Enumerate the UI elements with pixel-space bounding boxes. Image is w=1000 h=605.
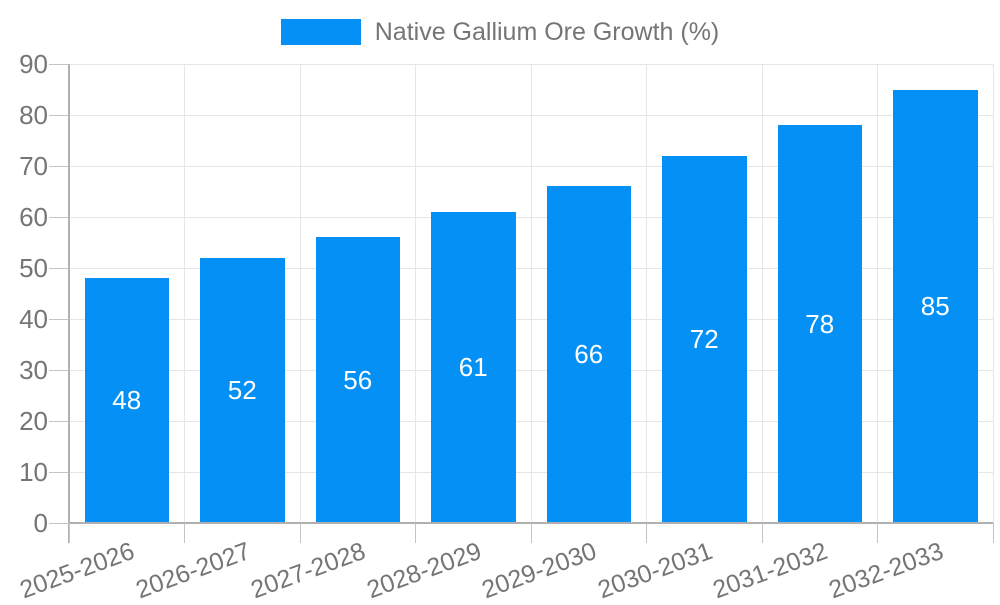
y-tick [49,216,69,218]
gridline-vertical [530,64,532,523]
x-tick-label: 2025-2026 [16,537,139,605]
y-tick-label: 30 [19,355,48,385]
bar[interactable]: 85 [893,89,978,523]
gridline-vertical [877,64,878,523]
y-tick-label: 80 [19,100,48,130]
x-tick-label: 2030-2031 [593,537,716,605]
bar[interactable]: 78 [777,125,862,523]
x-tick [877,523,878,543]
legend: Native Gallium Ore Growth (%) [0,19,1000,45]
y-tick-label: 0 [33,508,48,538]
bar-value-label: 48 [112,385,142,416]
y-tick [49,420,69,422]
x-tick [530,523,532,543]
gridline-vertical [992,64,994,523]
x-tick-label: 2028-2029 [362,537,485,605]
y-tick-label: 60 [19,202,48,232]
gridline-vertical [184,64,185,523]
x-tick [646,523,647,543]
y-tick-label: 90 [19,49,48,79]
y-tick [49,114,69,116]
bar-value-label: 52 [227,374,257,405]
y-tick [49,369,69,371]
y-tick-label: 70 [19,151,48,181]
y-tick [49,522,69,524]
gridline-vertical [299,64,301,523]
x-tick-label: 2029-2030 [478,537,601,605]
y-tick-label: 20 [19,406,48,436]
y-tick [49,267,69,269]
bar-value-label: 72 [689,323,719,354]
bar[interactable]: 52 [200,257,285,523]
y-tick-label: 10 [19,457,48,487]
x-tick-label: 2031-2032 [709,537,832,605]
plot-area: 48 52 56 61 66 72 78 85 [69,63,994,523]
bar[interactable]: 56 [315,237,400,523]
bar-value-label: 66 [574,339,604,370]
gridline-vertical [646,64,647,523]
bar[interactable]: 61 [431,211,516,523]
y-tick [49,318,69,320]
x-tick [184,523,185,543]
y-tick-label: 40 [19,304,48,334]
bar-value-label: 85 [920,290,950,321]
y-tick-label: 50 [19,253,48,283]
x-tick-label: 2032-2033 [824,537,947,605]
y-axis-line [68,64,70,543]
x-tick [992,523,994,543]
bar-value-label: 61 [458,351,488,382]
x-tick [68,523,70,543]
bar[interactable]: 48 [84,278,169,523]
gridline-vertical [415,64,416,523]
bar-value-label: 78 [805,308,835,339]
legend-label: Native Gallium Ore Growth (%) [374,18,720,46]
bar[interactable]: 66 [546,186,631,523]
y-tick [49,63,69,65]
x-tick [299,523,301,543]
legend-item[interactable]: Native Gallium Ore Growth (%) [280,18,720,46]
bar-value-label: 56 [343,364,373,395]
y-tick [49,471,69,473]
gridline-vertical [761,64,763,523]
legend-swatch-icon [280,19,361,45]
x-tick-label: 2026-2027 [131,537,254,605]
bar[interactable]: 72 [662,155,747,523]
x-tick-label: 2027-2028 [247,537,370,605]
x-tick [415,523,416,543]
x-tick [761,523,763,543]
y-tick [49,165,69,167]
